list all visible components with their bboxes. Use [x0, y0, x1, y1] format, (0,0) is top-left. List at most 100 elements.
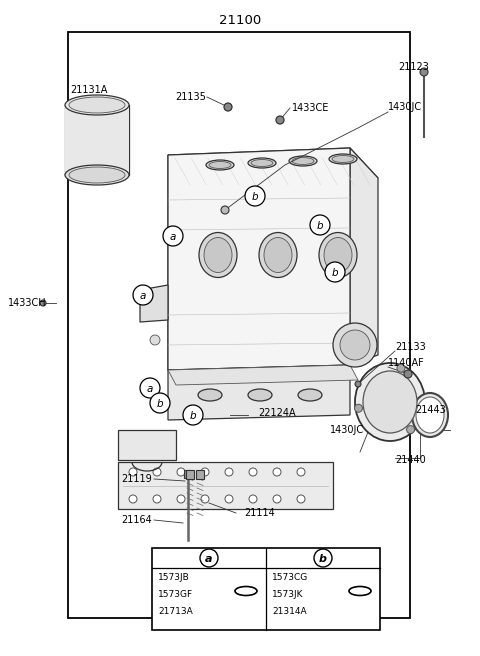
Text: 21135: 21135 — [175, 92, 206, 102]
Ellipse shape — [319, 232, 357, 277]
Polygon shape — [350, 148, 378, 365]
Text: 1140AF: 1140AF — [388, 358, 425, 368]
Text: 21164: 21164 — [121, 515, 152, 525]
Polygon shape — [168, 155, 192, 370]
Ellipse shape — [198, 389, 222, 401]
Ellipse shape — [289, 156, 317, 166]
Circle shape — [224, 103, 232, 111]
Ellipse shape — [204, 237, 232, 272]
Text: 21443: 21443 — [415, 405, 446, 415]
Ellipse shape — [363, 371, 417, 433]
Text: 1573CG: 1573CG — [272, 573, 308, 582]
Text: 21114: 21114 — [244, 508, 275, 518]
Bar — [152, 548, 380, 630]
Circle shape — [325, 262, 345, 282]
Text: 21119: 21119 — [121, 474, 152, 484]
Circle shape — [225, 468, 233, 476]
Text: 1573GF: 1573GF — [158, 590, 193, 599]
Polygon shape — [140, 285, 168, 322]
Text: 21100: 21100 — [219, 14, 261, 26]
Text: 21440: 21440 — [395, 455, 426, 465]
Circle shape — [221, 206, 229, 214]
Ellipse shape — [69, 167, 125, 183]
Text: 1433CE: 1433CE — [292, 103, 329, 113]
Circle shape — [177, 468, 185, 476]
Circle shape — [133, 285, 153, 305]
Circle shape — [150, 393, 170, 413]
Text: 1573JB: 1573JB — [158, 573, 190, 582]
Ellipse shape — [324, 237, 352, 272]
Text: a: a — [205, 554, 213, 564]
Text: 1573JK: 1573JK — [272, 590, 303, 599]
Circle shape — [150, 335, 160, 345]
Ellipse shape — [248, 158, 276, 168]
Text: a: a — [140, 291, 146, 301]
Text: 21123: 21123 — [398, 62, 429, 72]
Circle shape — [276, 116, 284, 124]
Circle shape — [40, 300, 46, 306]
Bar — [184, 470, 192, 478]
Text: b: b — [156, 399, 163, 409]
Circle shape — [297, 468, 305, 476]
Text: 21713A: 21713A — [158, 607, 193, 616]
Ellipse shape — [209, 161, 231, 169]
Circle shape — [140, 378, 160, 398]
Bar — [68, 32, 410, 618]
Bar — [196, 470, 204, 479]
Ellipse shape — [199, 232, 237, 277]
Text: b: b — [319, 554, 327, 564]
Ellipse shape — [69, 97, 125, 113]
Ellipse shape — [332, 155, 354, 163]
Circle shape — [314, 549, 332, 567]
Circle shape — [153, 495, 161, 503]
Circle shape — [245, 186, 265, 206]
Text: b: b — [252, 192, 258, 202]
Ellipse shape — [264, 237, 292, 272]
Circle shape — [297, 495, 305, 503]
Text: 1433CH: 1433CH — [8, 298, 47, 308]
Circle shape — [420, 68, 428, 76]
Ellipse shape — [329, 154, 357, 164]
Bar — [65, 105, 129, 175]
Ellipse shape — [65, 95, 129, 115]
Ellipse shape — [412, 393, 448, 437]
Circle shape — [225, 495, 233, 503]
Circle shape — [404, 370, 412, 378]
Ellipse shape — [251, 159, 273, 167]
Circle shape — [249, 495, 257, 503]
Circle shape — [153, 468, 161, 476]
Circle shape — [177, 495, 185, 503]
Text: b: b — [332, 268, 338, 278]
Text: b: b — [317, 221, 324, 231]
Bar — [118, 462, 333, 509]
Text: a: a — [147, 384, 153, 394]
Circle shape — [163, 226, 183, 246]
Text: 1430JC: 1430JC — [388, 102, 422, 112]
Circle shape — [273, 495, 281, 503]
Circle shape — [200, 549, 218, 567]
Polygon shape — [168, 148, 378, 188]
Ellipse shape — [248, 389, 272, 401]
Ellipse shape — [259, 232, 297, 277]
Circle shape — [333, 323, 377, 367]
Ellipse shape — [206, 160, 234, 170]
Ellipse shape — [355, 363, 425, 441]
Text: a: a — [170, 232, 176, 242]
Text: 21131A: 21131A — [70, 85, 108, 95]
Circle shape — [201, 495, 209, 503]
Circle shape — [129, 468, 137, 476]
Ellipse shape — [292, 157, 314, 165]
Ellipse shape — [416, 397, 444, 433]
Circle shape — [273, 468, 281, 476]
Bar — [118, 430, 176, 460]
Text: 21133: 21133 — [395, 342, 426, 352]
Ellipse shape — [65, 165, 129, 185]
Circle shape — [407, 426, 415, 434]
Polygon shape — [168, 365, 358, 385]
Polygon shape — [168, 365, 350, 420]
Text: b: b — [190, 411, 196, 421]
Bar — [186, 470, 194, 479]
Text: 22124A: 22124A — [258, 408, 296, 418]
Circle shape — [355, 381, 361, 387]
Ellipse shape — [298, 389, 322, 401]
